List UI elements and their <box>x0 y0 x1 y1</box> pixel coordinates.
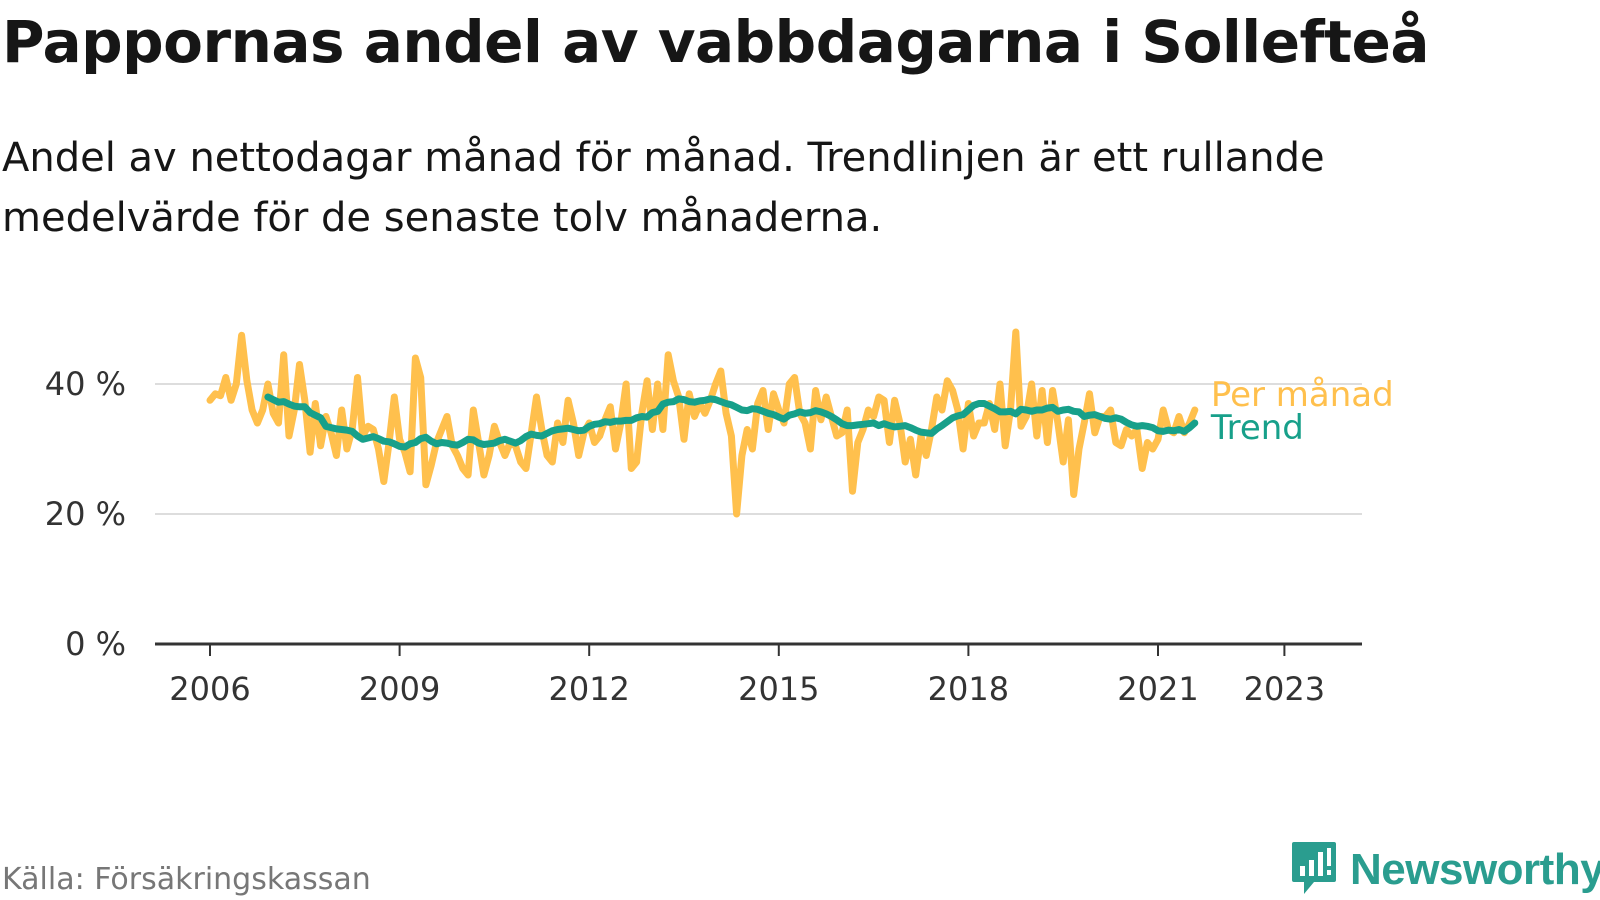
chart-subtitle: Andel av nettodagar månad för månad. Tre… <box>2 135 1325 241</box>
x-tick-label: 2012 <box>548 670 629 708</box>
x-tick-2012: 2012 <box>548 670 629 708</box>
x-tick-2015: 2015 <box>738 670 819 708</box>
x-tick-label: 2021 <box>1117 670 1198 708</box>
series-line-per-manad <box>206 328 1199 518</box>
source-note: Källa: Försäkringskassan <box>2 862 371 897</box>
x-tick-2018: 2018 <box>928 670 1009 708</box>
x-tick-label: 2023 <box>1244 670 1325 708</box>
x-tick-label: 2018 <box>928 670 1009 708</box>
x-tick-label: 2009 <box>359 670 440 708</box>
brand-name: Newsworthy <box>1350 845 1600 894</box>
x-tick-2023: 2023 <box>1244 670 1325 708</box>
y-tick-label: 0 % <box>65 625 126 663</box>
newsworthy-logo-icon <box>1290 840 1338 900</box>
x-tick-label: 2006 <box>169 670 250 708</box>
y-tick-label: 40 % <box>45 365 126 403</box>
series-label-per-manad: Per månad <box>1211 375 1394 415</box>
series-lines <box>206 328 1199 518</box>
y-tick-20: 20 % <box>45 495 126 533</box>
x-tick-2021: 2021 <box>1117 670 1198 708</box>
y-tick-label: 20 % <box>45 495 126 533</box>
series-label-trend: Trend <box>1210 408 1304 448</box>
line-chart: 0 % 20 % 40 % 2006 2009 2012 2015 2018 2021 2023… <box>45 328 1394 708</box>
y-tick-0: 0 % <box>65 625 126 663</box>
newsworthy-brand[interactable]: Newsworthy <box>1290 840 1600 900</box>
x-tick-2006: 2006 <box>169 670 250 708</box>
y-tick-40: 40 % <box>45 365 126 403</box>
series-line-trend <box>264 393 1199 451</box>
x-axis: 2006 2009 2012 2015 2018 2021 2023 <box>155 642 1362 708</box>
y-axis-ticks: 0 % 20 % 40 % <box>45 365 126 663</box>
chart-title: Pappornas andel av vabbdagarna i Solleft… <box>2 8 1429 76</box>
x-tick-2009: 2009 <box>359 670 440 708</box>
x-tick-label: 2015 <box>738 670 819 708</box>
